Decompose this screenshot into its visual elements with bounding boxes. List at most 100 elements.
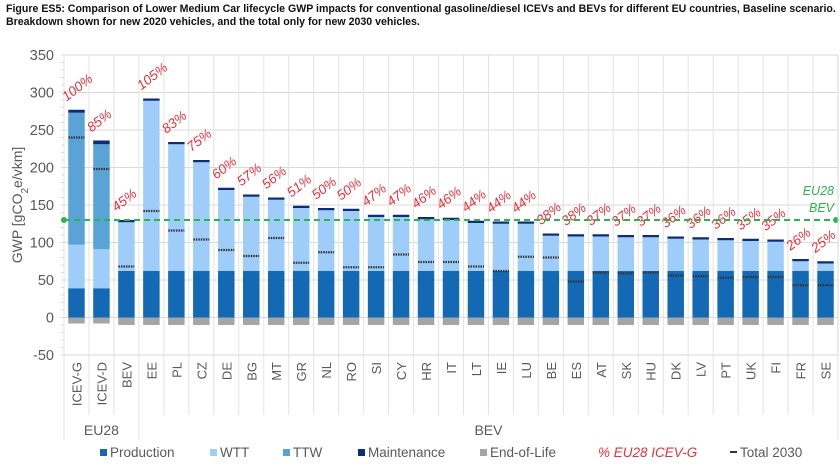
bar-segment-eol — [342, 317, 360, 325]
bar-segment-wtt — [492, 223, 510, 271]
bar-segment-wtt — [742, 241, 759, 271]
bar-segment-eol — [792, 317, 809, 325]
bar-segment-eol — [292, 317, 310, 325]
bar-segment-maintenance — [517, 221, 535, 224]
bar-segment-eol — [143, 317, 160, 325]
bar-segment-wtt — [243, 196, 260, 271]
x-tick-label: ES — [569, 362, 584, 380]
legend-eol-label: End-of-Life — [490, 445, 557, 460]
group-label: BEV — [474, 422, 503, 438]
x-tick-label: SK — [619, 362, 634, 380]
bar-segment-maintenance — [567, 234, 585, 237]
bar-segment-wtt — [168, 144, 185, 271]
bar-segment-eol — [642, 317, 659, 325]
bar-segment-eol — [692, 317, 709, 325]
bar-segment-production — [68, 288, 85, 318]
x-tick-label: NL — [319, 362, 334, 379]
bar-segment-production — [168, 271, 185, 318]
bar-segment-eol — [392, 317, 410, 325]
x-tick-label: LV — [694, 362, 709, 377]
bar-segment-eol — [218, 317, 235, 325]
bar-segment-eol — [492, 317, 510, 325]
bar-segment-eol — [168, 317, 185, 325]
bar-segment-wtt — [267, 199, 285, 271]
bar-segment-production — [243, 271, 260, 318]
bar-segment-eol — [243, 317, 260, 325]
bar-segment-maintenance — [267, 197, 285, 200]
bar-segment-production — [642, 271, 659, 318]
bar-segment-maintenance — [367, 214, 385, 217]
production-swatch-icon — [100, 449, 107, 456]
x-tick-label: BE — [544, 362, 559, 380]
x-tick-label: LT — [469, 362, 484, 376]
bar-segment-wtt — [218, 190, 235, 271]
figure-title-line-1: Figure ES5: Comparison of Lower Medium C… — [6, 3, 836, 15]
bar-segment-production — [792, 271, 809, 318]
bar-segment-production — [467, 271, 485, 318]
bar-segment-wtt — [617, 237, 635, 271]
bar-segment-maintenance — [292, 205, 310, 208]
bar-segment-wtt — [317, 210, 335, 271]
bar-segment-wtt — [717, 240, 734, 271]
x-tick-label: LU — [519, 362, 534, 379]
bar-segment-eol — [567, 317, 585, 325]
ttw-swatch-icon — [283, 449, 290, 456]
bar-segment-wtt — [667, 238, 684, 271]
bar-segment-maintenance — [392, 214, 410, 217]
bar-segment-production — [667, 271, 684, 318]
bar-segment-production — [817, 271, 834, 318]
bar-segment-maintenance — [442, 217, 460, 220]
bar-segment-production — [742, 271, 759, 318]
y-tick-label: 150 — [30, 198, 54, 214]
bar-segment-production — [317, 271, 335, 318]
bar-segment-eol — [68, 317, 85, 324]
bar-segment-maintenance — [168, 142, 185, 145]
y-axis-label: GWP [gCO2e/vkm] — [9, 147, 31, 264]
x-tick-label: EE — [144, 362, 159, 380]
bar-segment-production — [692, 271, 709, 318]
legend-ttw: TTW — [283, 445, 322, 460]
bar-segment-eol — [93, 317, 110, 324]
bar-segment-production — [717, 271, 734, 318]
bar-segment-maintenance — [467, 220, 485, 223]
bar-segment-eol — [367, 317, 385, 325]
bar-segment-maintenance — [342, 208, 360, 211]
bar-segment-production — [342, 271, 360, 318]
legend-production-label: Production — [110, 445, 175, 460]
bar-segment-production — [567, 271, 585, 318]
eu28-bev-label-line1: EU28 — [803, 184, 834, 198]
legend-maintenance-label: Maintenance — [368, 445, 446, 460]
bar-segment-eol — [517, 317, 535, 325]
bar-segment-ttw — [93, 144, 110, 250]
bar-segment-maintenance — [642, 235, 659, 238]
y-tick-label: 100 — [30, 236, 54, 252]
bar-segment-eol — [542, 317, 560, 325]
bar-segment-production — [417, 271, 435, 318]
bar-segment-wtt — [143, 100, 160, 271]
x-tick-label: BEV — [119, 362, 134, 388]
bar-segment-production — [542, 271, 560, 318]
bar-segment-maintenance — [317, 208, 335, 211]
bar-segment-maintenance — [592, 234, 610, 237]
legend-total-2030-label: Total 2030 — [740, 445, 803, 460]
bar-segment-wtt — [642, 237, 659, 271]
legend-total-2030: Total 2030 — [730, 445, 802, 460]
bar-segment-wtt — [342, 211, 360, 271]
bar-segment-wtt — [442, 220, 460, 271]
legend-production: Production — [100, 445, 175, 460]
bar-segment-wtt — [467, 223, 485, 271]
bar-segment-eol — [717, 317, 734, 325]
y-tick-label: 200 — [30, 161, 54, 177]
bar-segment-maintenance — [193, 160, 210, 163]
bar-segment-wtt — [193, 162, 210, 271]
bar-segment-maintenance — [742, 238, 759, 241]
maintenance-swatch-icon — [358, 449, 365, 456]
x-tick-label: HU — [644, 362, 659, 381]
pct-label: 105% — [134, 60, 170, 93]
bar-segment-production — [118, 271, 135, 318]
y-tick-label: 300 — [30, 86, 54, 102]
bar-segment-eol — [193, 317, 210, 325]
y-tick-label: 0 — [46, 311, 54, 327]
bar-segment-wtt — [792, 261, 809, 271]
chart-legend: Production WTT TTW Maintenance End-of-Li… — [0, 443, 840, 463]
